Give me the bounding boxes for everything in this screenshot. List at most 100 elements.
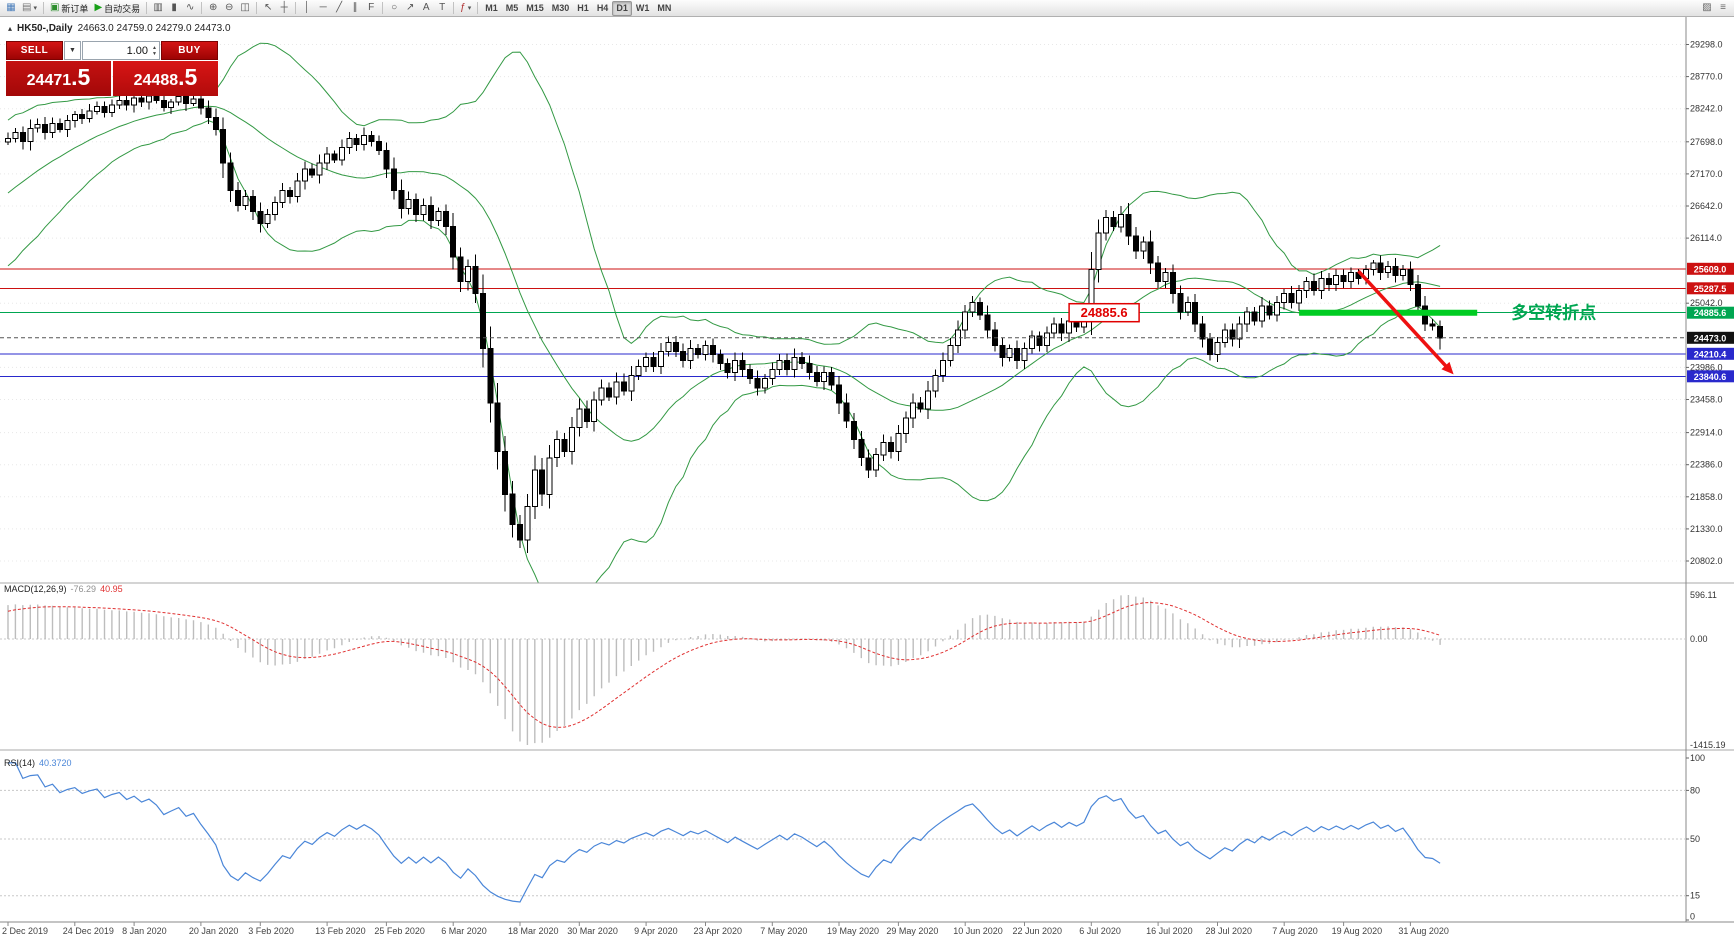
bar-chart-button[interactable]: ▥ bbox=[150, 1, 166, 16]
line-chart-button[interactable]: ∿ bbox=[182, 1, 198, 16]
sell-button[interactable]: SELL bbox=[6, 41, 63, 60]
horizontal-line-button[interactable]: ─ bbox=[315, 1, 331, 16]
arrows-button[interactable]: ↗ bbox=[402, 1, 418, 16]
sell-price-frac: .5 bbox=[71, 64, 91, 90]
price-tick: 27698.0 bbox=[1690, 137, 1723, 147]
svg-text:24210.4: 24210.4 bbox=[1694, 349, 1727, 359]
macd-max-label: 596.11 bbox=[1690, 590, 1717, 600]
chart-profiles-button[interactable]: ▤ ▾ bbox=[19, 1, 40, 16]
volume-dropdown[interactable]: ▼ bbox=[64, 41, 81, 60]
tile-windows-button[interactable]: ◫ bbox=[237, 1, 253, 16]
date-tick: 28 Jul 2020 bbox=[1206, 926, 1253, 936]
new-order-button[interactable]: ▣ 新订单 bbox=[47, 1, 91, 16]
sell-price[interactable]: 24471.5 bbox=[6, 61, 111, 96]
date-tick: 29 May 2020 bbox=[886, 926, 938, 936]
timeframe-m30-button[interactable]: M30 bbox=[551, 3, 570, 13]
date-tick: 3 Feb 2020 bbox=[248, 926, 294, 936]
price-tick: 20802.0 bbox=[1690, 556, 1723, 566]
timeframe-m1-button[interactable]: M1 bbox=[485, 3, 498, 13]
svg-text:24885.6: 24885.6 bbox=[1694, 308, 1727, 318]
date-tick: 6 Jul 2020 bbox=[1079, 926, 1121, 936]
toolbar-separator bbox=[146, 2, 148, 14]
timeframe-w1-button[interactable]: W1 bbox=[635, 3, 650, 13]
rsi-tick: 100 bbox=[1690, 753, 1705, 763]
date-tick: 31 Aug 2020 bbox=[1398, 926, 1449, 936]
data-window-button[interactable]: ▨ bbox=[1699, 1, 1715, 16]
buy-button[interactable]: BUY bbox=[161, 41, 218, 60]
chart-profiles-icon: ▤ bbox=[22, 2, 32, 13]
equidistant-channel-button[interactable]: ∥ bbox=[347, 1, 363, 16]
timeframe-h4-button[interactable]: H4 bbox=[596, 3, 609, 13]
volume-down-icon[interactable]: ▼ bbox=[152, 50, 157, 57]
horizontal-line-icon: ─ bbox=[319, 2, 327, 13]
zoom-out-icon: ⊖ bbox=[224, 2, 234, 13]
volume-input[interactable]: 1.00 ▲ ▼ bbox=[82, 41, 160, 60]
date-tick: 30 Mar 2020 bbox=[567, 926, 618, 936]
date-tick: 20 Jan 2020 bbox=[189, 926, 239, 936]
full-screen-button[interactable]: ≡ bbox=[1715, 1, 1731, 16]
rsi-label: RSI(14) 40.3720 bbox=[4, 758, 72, 768]
svg-text:25609.0: 25609.0 bbox=[1694, 264, 1727, 274]
vertical-line-icon: │ bbox=[304, 2, 311, 13]
volume-spinner[interactable]: ▲ ▼ bbox=[152, 45, 157, 57]
sell-price-main: 24471 bbox=[26, 72, 72, 89]
timeframe-mn-button[interactable]: MN bbox=[657, 3, 672, 13]
buy-price-main: 24488 bbox=[133, 72, 179, 89]
price-tick: 29298.0 bbox=[1690, 40, 1723, 50]
macd-zero-label: 0.00 bbox=[1690, 634, 1708, 644]
date-tick: 25 Feb 2020 bbox=[374, 926, 425, 936]
timeframe-d1-button[interactable]: D1 bbox=[612, 0, 632, 16]
data-window-icon: ▨ bbox=[1702, 2, 1712, 13]
axis-price-label bbox=[1687, 331, 1734, 344]
text-label-button[interactable]: T bbox=[434, 1, 450, 16]
crosshair-button[interactable]: ┼ bbox=[276, 1, 292, 16]
date-tick: 23 Apr 2020 bbox=[694, 926, 743, 936]
date-tick: 24 Dec 2019 bbox=[63, 926, 114, 936]
candlesticks bbox=[5, 89, 1444, 554]
trendline-button[interactable]: ╱ bbox=[331, 1, 347, 16]
new-chart-icon: ▦ bbox=[6, 2, 16, 13]
date-tick: 19 May 2020 bbox=[827, 926, 879, 936]
text-label-icon: T bbox=[439, 2, 446, 13]
price-tick: 23458.0 bbox=[1690, 395, 1723, 405]
axis-price-label bbox=[1687, 370, 1734, 383]
buy-price[interactable]: 24488.5 bbox=[113, 61, 218, 96]
zoom-in-button[interactable]: ⊕ bbox=[205, 1, 221, 16]
vertical-line-button[interactable]: │ bbox=[299, 1, 315, 16]
date-tick: 2 Dec 2019 bbox=[2, 926, 48, 936]
date-tick: 7 May 2020 bbox=[760, 926, 807, 936]
equidistant-channel-icon: ∥ bbox=[352, 2, 358, 13]
price-flag-box[interactable] bbox=[1068, 302, 1140, 323]
cursor-button[interactable]: ↖ bbox=[260, 1, 276, 16]
indicators-button[interactable]: ƒ ▾ bbox=[457, 1, 474, 16]
axis-price-label bbox=[1687, 306, 1734, 319]
auto-trading-button[interactable]: ▶ 自动交易 bbox=[91, 1, 143, 16]
text-button[interactable]: A bbox=[418, 1, 434, 16]
arrows-icon: ↗ bbox=[405, 2, 415, 13]
timeframe-h1-button[interactable]: H1 bbox=[577, 3, 589, 13]
trend-arrow[interactable] bbox=[1357, 269, 1449, 369]
buy-price-frac: .5 bbox=[178, 64, 198, 90]
shapes-button[interactable]: ○ bbox=[386, 1, 402, 16]
fibonacci-button[interactable]: F bbox=[363, 1, 379, 16]
one-click-trading-panel: SELL ▼ 1.00 ▲ ▼ BUY 24471.5 24488.5 bbox=[6, 41, 218, 96]
candlestick-chart-button[interactable]: ▮ bbox=[166, 1, 182, 16]
axis-price-label bbox=[1687, 282, 1734, 295]
price-tick: 22914.0 bbox=[1690, 428, 1723, 438]
timeframe-m5-button[interactable]: M5 bbox=[505, 3, 519, 13]
timeframe-m15-button[interactable]: M15 bbox=[526, 3, 544, 13]
price-tick: 25042.0 bbox=[1690, 298, 1723, 308]
new-chart-button[interactable]: ▦ bbox=[3, 1, 19, 16]
dropdown-caret-icon: ▾ bbox=[467, 5, 472, 12]
macd-histogram bbox=[7, 595, 1441, 745]
date-tick: 8 Jan 2020 bbox=[122, 926, 167, 936]
zoom-out-button[interactable]: ⊖ bbox=[221, 1, 237, 16]
one-click-collapse-icon[interactable]: ▴ bbox=[8, 24, 13, 33]
price-tick: 28242.0 bbox=[1690, 104, 1723, 114]
rsi-tick: 15 bbox=[1690, 891, 1700, 901]
axis-price-label bbox=[1687, 347, 1734, 360]
toolbar-separator bbox=[256, 2, 258, 14]
volume-up-icon[interactable]: ▲ bbox=[152, 44, 157, 51]
ohlc-values: 24663.0 24759.0 24279.0 24473.0 bbox=[77, 23, 231, 34]
